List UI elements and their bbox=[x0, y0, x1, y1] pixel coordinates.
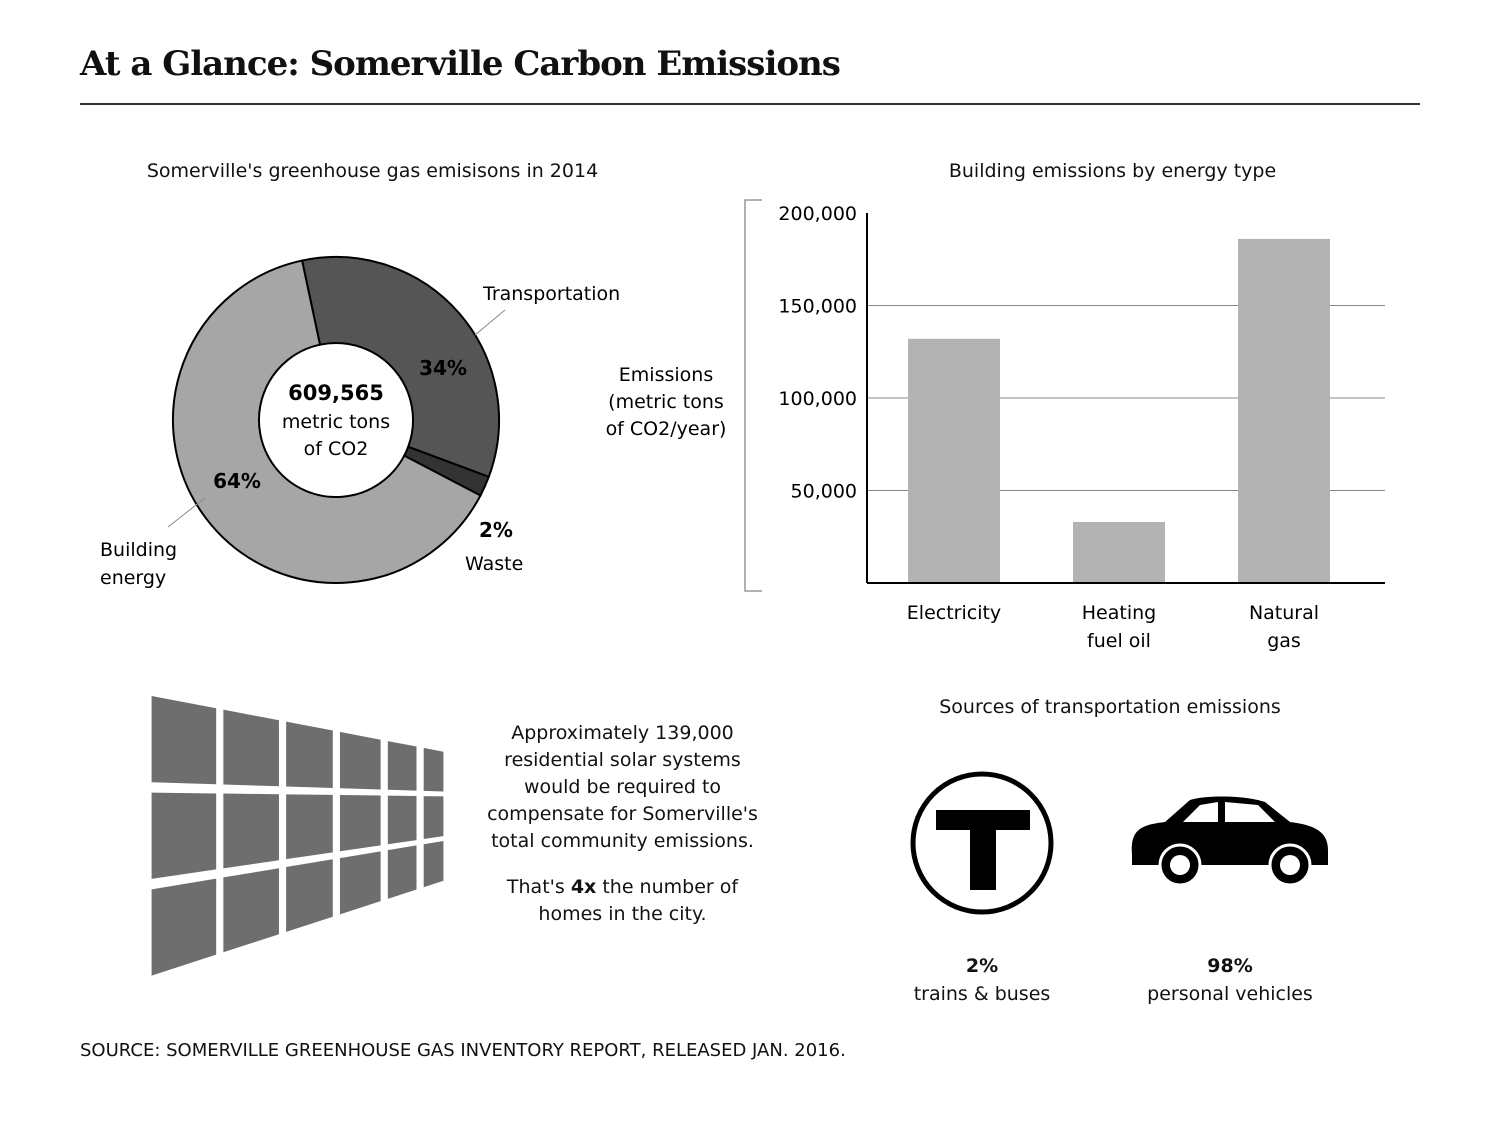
solar-cell bbox=[387, 845, 417, 899]
multiplier: 4x bbox=[570, 876, 597, 898]
donut-slice-transportation bbox=[300, 256, 500, 479]
solar-line: compensate for Somerville's bbox=[487, 803, 758, 825]
ylabel-1: Emissions bbox=[619, 364, 713, 386]
title-divider bbox=[80, 103, 1420, 105]
x-tick-label: fuel oil bbox=[1087, 630, 1151, 652]
solar-line: residential solar systems bbox=[504, 749, 741, 771]
waste-label: Waste bbox=[465, 553, 523, 575]
donut-slice-building-energy bbox=[172, 259, 482, 584]
center-unit-2: of CO2 bbox=[304, 438, 369, 460]
transit-stat: 2% trains & buses bbox=[913, 955, 1051, 1005]
y-tick-label: 100,000 bbox=[778, 388, 857, 410]
solar-cell bbox=[151, 792, 217, 879]
building-label-2: energy bbox=[100, 567, 166, 589]
y-tick-label: 150,000 bbox=[778, 296, 857, 318]
solar-line: would be required to bbox=[523, 776, 722, 798]
mbta-t-icon bbox=[910, 771, 1054, 915]
donut-chart: 609,565 metric tons of CO2 34% 64% 2% Tr… bbox=[100, 256, 620, 589]
transportation-pct: 34% bbox=[419, 356, 467, 380]
solar-cell bbox=[387, 795, 417, 845]
x-tick-label: Electricity bbox=[907, 602, 1001, 624]
solar-cell bbox=[339, 731, 381, 790]
bar-title: Building emissions by energy type bbox=[948, 160, 1277, 182]
ylabel-2: (metric tons bbox=[608, 391, 724, 413]
solar-cell bbox=[223, 709, 279, 787]
bar-2 bbox=[1238, 238, 1330, 583]
building-leader-line bbox=[167, 497, 206, 528]
transportation-leader-line bbox=[474, 309, 506, 336]
transportation-label: Transportation bbox=[482, 283, 620, 305]
solar-line: homes in the city. bbox=[538, 903, 707, 925]
waste-pct: 2% bbox=[479, 518, 513, 542]
x-tick-label: gas bbox=[1267, 630, 1301, 652]
transport-title: Sources of transportation emissions bbox=[939, 696, 1281, 718]
axis-bracket bbox=[744, 199, 762, 592]
bar-0 bbox=[908, 338, 1000, 583]
solar-cell bbox=[286, 721, 333, 788]
solar-cell bbox=[151, 878, 217, 976]
solar-line: total community emissions. bbox=[491, 830, 754, 852]
center-unit-1: metric tons bbox=[282, 411, 390, 433]
y-tick-label: 200,000 bbox=[778, 203, 857, 225]
solar-cell bbox=[286, 859, 333, 932]
y-tick-label: 50,000 bbox=[791, 481, 857, 503]
solar-cell bbox=[339, 851, 381, 915]
solar-panel-icon bbox=[151, 695, 444, 976]
bar-chart: 50,000 100,000 150,000 200,000 Electricity He… bbox=[606, 199, 1385, 652]
solar-cell bbox=[423, 796, 444, 840]
building-pct: 64% bbox=[213, 469, 261, 493]
solar-line: Approximately 139,000 bbox=[511, 722, 734, 744]
solar-cell bbox=[223, 868, 279, 953]
solar-text: Approximately 139,000 residential solar … bbox=[455, 720, 790, 928]
source-note: SOURCE: SOMERVILLE GREENHOUSE GAS INVENT… bbox=[80, 1040, 846, 1061]
solar-cell bbox=[423, 747, 444, 792]
solar-cell bbox=[223, 793, 279, 869]
page-title: At a Glance: Somerville Carbon Emissions bbox=[80, 44, 841, 84]
bar-1 bbox=[1073, 521, 1165, 583]
x-tick-label: Natural bbox=[1249, 602, 1319, 624]
vehicle-stat: 98% personal vehicles bbox=[1147, 955, 1313, 1005]
car-icon bbox=[1131, 796, 1328, 887]
solar-cell bbox=[387, 741, 417, 791]
ylabel-3: of CO2/year) bbox=[606, 418, 727, 440]
building-label-1: Building bbox=[100, 539, 177, 561]
pie-title: Somerville's greenhouse gas emisisons in… bbox=[146, 160, 599, 182]
solar-cell bbox=[339, 795, 381, 852]
solar-cell bbox=[151, 695, 217, 785]
solar-cell bbox=[423, 840, 444, 888]
x-tick-label: Heating bbox=[1082, 602, 1156, 624]
transport-icons bbox=[910, 771, 1328, 915]
center-value: 609,565 bbox=[288, 381, 384, 405]
solar-cell bbox=[286, 794, 333, 860]
